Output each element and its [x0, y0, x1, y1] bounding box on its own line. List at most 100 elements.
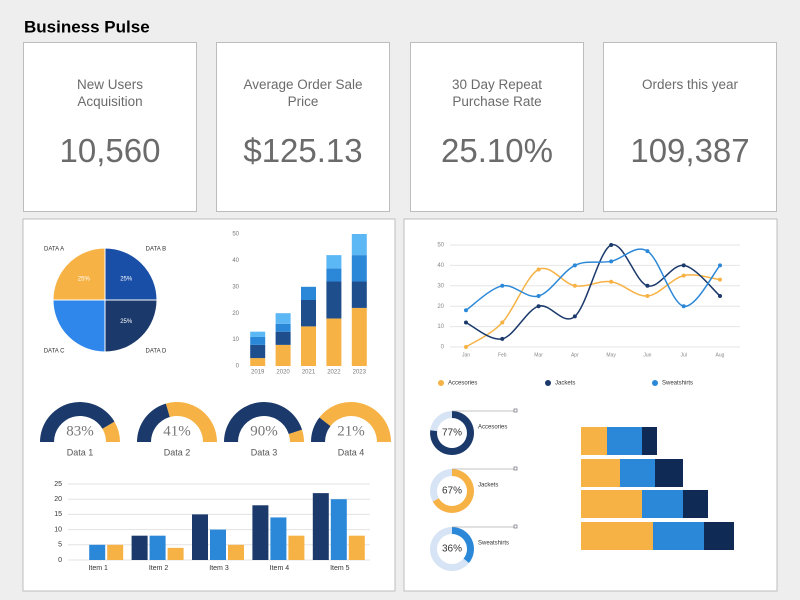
bar-segment — [326, 318, 342, 366]
bar-segment — [250, 331, 266, 337]
bar-segment — [275, 344, 291, 366]
y-tick-label: 0 — [236, 364, 240, 370]
pie-label: DATA B — [146, 247, 166, 253]
bar-segment — [351, 234, 367, 256]
gauge-track — [288, 429, 304, 442]
legend-label: Sweatshirts — [662, 381, 693, 387]
kpi-label: New Users Acquisition — [76, 77, 143, 109]
bar-segment — [642, 490, 683, 518]
donut-track — [429, 469, 452, 502]
y-tick-label: 50 — [232, 232, 239, 238]
bar — [228, 544, 244, 560]
x-tick-label: 2023 — [353, 370, 367, 376]
bar-segment — [250, 358, 266, 366]
leader-end — [513, 466, 518, 471]
pie-label: DATA A — [44, 247, 64, 253]
point — [609, 259, 614, 264]
bar-segment — [326, 255, 342, 269]
kpi-label: Orders this year — [641, 77, 739, 92]
gauge-value — [224, 401, 303, 442]
bar-segment — [275, 331, 291, 345]
y-tick-label: 25 — [54, 481, 62, 488]
y-tick-label: 40 — [232, 258, 239, 264]
kpi-label: 30 Day Repeat Purchase Rate — [451, 77, 543, 109]
line — [465, 244, 721, 340]
point — [500, 320, 505, 325]
leader-end — [513, 408, 518, 413]
x-tick-label: Jul — [681, 352, 687, 358]
point — [718, 263, 722, 268]
gauge-value — [40, 401, 115, 442]
bar — [312, 493, 329, 560]
point — [681, 263, 686, 268]
point — [500, 283, 505, 288]
x-tick-label: 2021 — [302, 370, 316, 376]
x-tick-label: Apr — [571, 352, 579, 358]
x-tick-label: Item 3 — [209, 565, 229, 572]
x-tick-label: 2019 — [251, 370, 265, 376]
x-tick-label: Item 1 — [88, 565, 108, 572]
donut-value — [432, 469, 474, 513]
y-tick-label: 30 — [232, 284, 239, 290]
legend-swatch — [652, 380, 658, 386]
point — [681, 273, 686, 278]
donut-name: Sweatshirts — [478, 541, 509, 547]
kpi-value: 109,387 — [630, 132, 750, 169]
bar-segment — [250, 336, 266, 345]
bar — [167, 547, 184, 560]
point — [536, 294, 541, 298]
y-tick-label: 20 — [437, 304, 444, 310]
bar — [149, 535, 166, 560]
point — [572, 283, 577, 288]
gauge-name: Data 4 — [338, 447, 365, 457]
point — [500, 336, 505, 341]
donut-name: Accesories — [478, 425, 507, 431]
bar-segment — [581, 522, 653, 550]
donut-value — [429, 411, 474, 455]
line — [465, 248, 721, 311]
y-tick-label: 40 — [437, 263, 444, 269]
donut-label: 67% — [442, 486, 462, 497]
point — [536, 304, 541, 309]
y-tick-label: 50 — [437, 243, 444, 249]
bar — [288, 535, 305, 560]
bar-segment — [581, 427, 607, 455]
bar — [348, 535, 365, 560]
bar — [252, 505, 269, 560]
point — [464, 308, 468, 313]
donut-label: 77% — [442, 428, 462, 439]
x-tick-label: May — [606, 352, 616, 358]
bar-segment — [642, 427, 657, 455]
point — [464, 320, 468, 325]
x-tick-label: Jun — [643, 352, 651, 358]
point — [718, 294, 722, 298]
point — [609, 279, 614, 284]
kpi-label: Average Order Sale Price — [243, 77, 363, 109]
point — [718, 277, 722, 282]
point — [645, 249, 650, 254]
y-tick-label: 0 — [441, 345, 445, 351]
y-tick-label: 10 — [54, 526, 62, 533]
bar-segment — [351, 281, 367, 308]
bar-segment — [351, 255, 367, 282]
x-tick-label: Jan — [462, 352, 470, 358]
title: Business Pulse — [24, 17, 150, 36]
bar-segment — [301, 326, 316, 366]
pie-label: DATA D — [146, 348, 167, 354]
y-tick-label: 5 — [58, 542, 62, 549]
bar-segment — [275, 323, 291, 332]
bar-segment — [683, 490, 708, 518]
y-tick-label: 15 — [54, 511, 62, 518]
donut-track — [430, 527, 469, 571]
bar-segment — [326, 268, 342, 282]
y-tick-label: 10 — [232, 337, 239, 343]
x-tick-label: Item 5 — [330, 565, 350, 572]
gauge-name: Data 2 — [164, 447, 191, 457]
legend-swatch — [545, 380, 551, 386]
legend-label: Accesories — [448, 381, 477, 387]
x-tick-label: Item 4 — [270, 565, 290, 572]
legend-label: Jackets — [555, 381, 575, 387]
gauge-label: 41% — [163, 423, 191, 439]
pie-slice — [104, 247, 158, 301]
donut-value — [452, 527, 475, 564]
